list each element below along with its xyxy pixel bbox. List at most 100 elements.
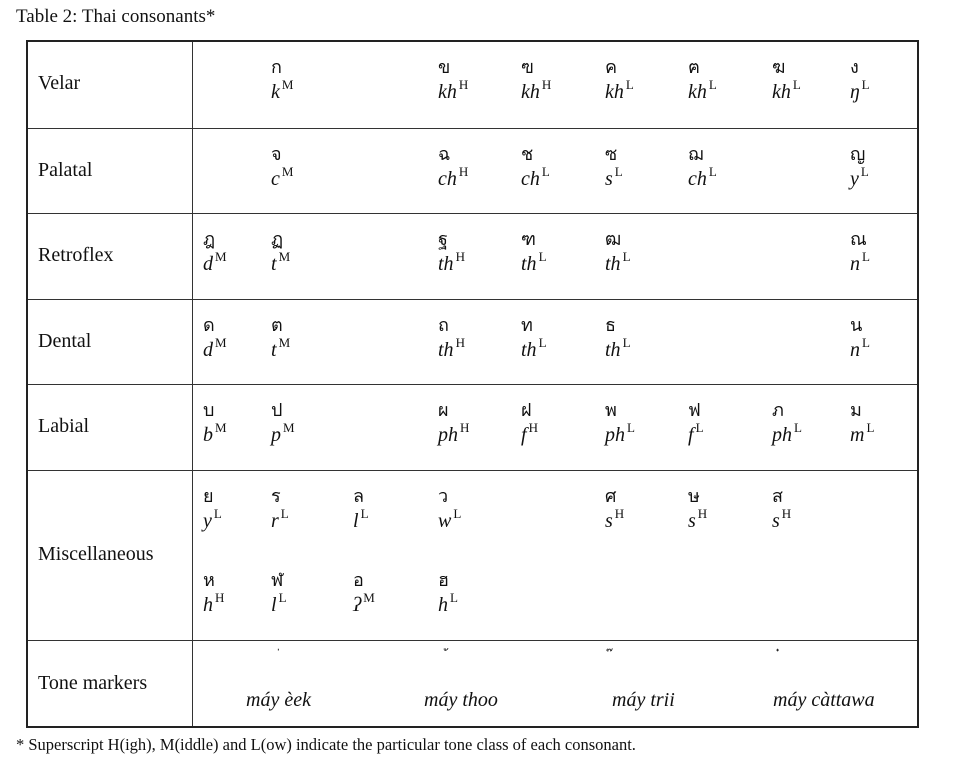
transliteration-text: l [271,594,277,616]
tone-class-superscript: L [280,506,289,521]
transliteration-text: kh [772,81,791,103]
transliteration-text: ch [688,168,707,190]
tone-class-superscript: H [460,420,470,435]
table-row: Labial บ b M ป p M ผ ph H ฝ f H พ ph L ฟ f L ภ ph L ม m L [28,384,917,470]
thai-letter: ฟ [688,400,701,421]
transliteration-text: n [850,253,860,275]
tone-class-superscript: L [792,77,801,92]
tone-class-superscript: M [278,335,291,350]
tone-class-superscript: H [215,590,225,605]
transliteration-text: w [438,510,452,532]
thai-letter: ณ [850,229,867,250]
transliteration-text: d [203,253,213,275]
tone-class-superscript: L [450,590,458,605]
transliteration-text: f [521,424,527,446]
tone-class-superscript: L [794,420,802,435]
tone-marker-name: máy thoo [424,689,498,711]
table-row: Miscellaneous ย y L ร r L ล l L ว w L ศ s H ษ s H ส s H ห h H ฬ l L… [28,470,917,640]
transliteration: ph L [772,420,802,448]
thai-letter: ง [850,57,859,78]
transliteration: th H [438,249,465,277]
thai-letter: ท [521,315,533,336]
transliteration: kh L [605,77,634,105]
transliteration-text: th [438,339,454,361]
transliteration-text: kh [438,81,457,103]
row-label: Retroflex [38,244,114,266]
tone-class-superscript: M [281,77,294,92]
thai-letter: บ [203,400,215,421]
transliteration-text: r [271,510,279,532]
transliteration-text: ʔ [353,594,362,616]
transliteration-text: s [605,510,613,532]
tone-class-superscript: L [625,77,634,92]
thai-letter: ธ [605,315,616,336]
thai-letter: ล [353,486,365,507]
tone-class-superscript: L [622,335,631,350]
tone-class-superscript: L [866,420,875,435]
thai-letter: ฝ [521,400,532,421]
consonant-table: Velar ก k M ข kh H ฃ kh H ค kh L ฅ kh L ฆ kh L ง ŋ L Palatal จ c… [26,40,919,728]
transliteration-text: l [353,510,359,532]
transliteration: th L [521,335,547,363]
thai-letter: ฉ [438,144,451,165]
transliteration-text: th [521,253,537,275]
thai-letter: ซ [605,144,618,165]
tone-class-superscript: L [860,164,869,179]
transliteration-text: m [850,424,865,446]
tone-class-superscript: H [528,420,538,435]
tone-class-superscript: L [622,249,631,264]
tone-class-superscript: L [538,335,547,350]
thai-letter: ถ [438,315,449,336]
thai-letter: ต [271,315,283,336]
transliteration-text: kh [521,81,540,103]
tone-class-superscript: H [781,506,792,521]
transliteration: ch L [688,164,717,192]
transliteration: ph H [438,420,469,448]
transliteration: kh L [772,77,801,105]
tone-class-superscript: L [541,164,550,179]
tone-class-superscript: H [455,335,465,350]
tone-marker-name: máy èek [246,689,311,711]
transliteration-text: f [688,424,694,446]
thai-letter: ฎ [203,229,216,250]
table-row: Palatal จ c M ฉ ch H ช ch L ซ s L ฌ ch L ญ y L [28,128,917,213]
transliteration: kh H [438,77,468,105]
transliteration: kh L [688,77,717,105]
tone-class-superscript: H [541,77,552,92]
tone-class-superscript: M [363,590,375,605]
tone-class-superscript: L [360,506,369,521]
tone-marker-name: máy càttawa [773,689,875,711]
tone-class-superscript: M [281,164,294,179]
consonant-cell: ฌ ch L [688,145,717,192]
thai-letter: ษ [688,486,700,507]
consonant-cell: ค kh L [605,58,634,105]
table-row: Retroflex ฎ d M ฏ t M ฐ th H ฑ th L ฒ th L ณ n L [28,213,917,299]
transliteration-text: th [605,339,621,361]
thai-letter: พ [605,400,617,421]
transliteration-text: th [438,253,454,275]
transliteration-text: b [203,424,213,446]
